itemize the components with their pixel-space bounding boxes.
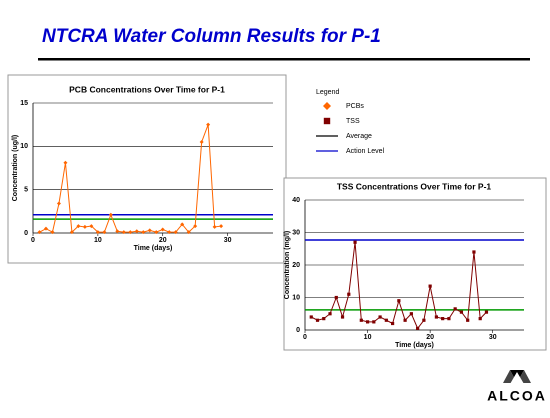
logo-text: ALCOA <box>487 388 547 404</box>
point <box>76 224 81 229</box>
y-tick-label: 10 <box>292 294 300 301</box>
x-tick-label: 10 <box>364 334 372 341</box>
point <box>347 292 351 296</box>
point <box>82 224 87 229</box>
point <box>141 230 146 235</box>
point <box>89 224 94 229</box>
point <box>453 307 457 311</box>
x-axis-label: Time (days) <box>134 245 173 252</box>
x-axis-label: Time (days) <box>395 342 434 349</box>
point <box>441 317 445 321</box>
chart-title: PCB Concentrations Over Time for P-1 <box>69 84 225 94</box>
y-tick-label: 10 <box>20 143 28 150</box>
point <box>340 315 345 319</box>
legend-label: Average <box>346 133 372 140</box>
point <box>128 230 133 235</box>
point <box>102 230 107 235</box>
point <box>154 230 159 235</box>
title-rule <box>38 58 530 61</box>
x-tick-label: 10 <box>94 237 102 244</box>
point <box>186 230 191 235</box>
point <box>484 310 489 314</box>
point <box>447 317 451 321</box>
point <box>372 320 376 324</box>
y-tick-label: 40 <box>292 197 300 204</box>
chart-frame <box>283 177 547 351</box>
point <box>328 312 332 316</box>
x-tick-label: 20 <box>426 334 434 341</box>
point <box>167 230 172 235</box>
x-tick-label: 30 <box>224 237 232 244</box>
point <box>428 284 432 288</box>
point <box>384 318 388 322</box>
y-tick-label: 5 <box>24 187 28 194</box>
point <box>359 318 363 322</box>
x-tick-label: 20 <box>159 237 167 244</box>
point <box>121 230 126 235</box>
point <box>478 317 482 321</box>
point <box>37 230 42 235</box>
point <box>472 250 476 254</box>
y-tick-label: 15 <box>20 100 28 107</box>
chart-title: TSS Concentrations Over Time for P-1 <box>337 181 492 191</box>
legend-label: Action Level <box>346 148 385 155</box>
point <box>322 317 326 321</box>
point <box>334 295 338 300</box>
x-tick-label: 0 <box>31 237 35 244</box>
point <box>353 240 357 244</box>
point <box>219 224 224 229</box>
legend-label: PCBs <box>346 103 364 110</box>
point <box>459 310 464 314</box>
point <box>466 318 470 322</box>
logo-icon <box>510 372 524 384</box>
legend-label: TSS <box>346 118 360 125</box>
y-axis-label: Concentration (mg/l) <box>284 231 291 299</box>
chart-frame <box>7 74 287 264</box>
point <box>173 230 178 235</box>
point <box>134 229 139 234</box>
point <box>365 320 370 324</box>
point <box>403 318 407 322</box>
point <box>315 318 320 322</box>
slide-title: NTCRA Water Column Results for P-1 <box>42 26 381 47</box>
point <box>199 140 204 144</box>
point <box>416 326 420 330</box>
point <box>180 222 185 227</box>
point <box>56 201 61 206</box>
legend-swatch <box>323 117 331 125</box>
point <box>147 228 152 233</box>
point <box>95 230 100 235</box>
point <box>409 312 413 316</box>
point <box>69 230 74 235</box>
point <box>63 160 68 165</box>
point <box>434 315 438 319</box>
legend-swatch <box>323 102 331 110</box>
logo: ALCOA <box>487 370 547 404</box>
x-tick-label: 0 <box>303 334 307 341</box>
x-tick-label: 30 <box>489 334 497 341</box>
point <box>193 224 198 229</box>
point <box>115 229 120 234</box>
point <box>160 227 165 232</box>
point <box>212 224 217 229</box>
y-tick-label: 0 <box>24 230 28 237</box>
point <box>50 230 55 235</box>
y-tick-label: 20 <box>292 262 300 269</box>
legend-title: Legend <box>316 89 339 96</box>
point <box>108 212 113 217</box>
point <box>397 299 401 303</box>
y-tick-label: 30 <box>292 229 300 236</box>
point <box>378 315 382 319</box>
y-tick-label: 0 <box>296 327 300 334</box>
y-axis-label: Concentration (ug/l) <box>12 135 19 202</box>
point <box>391 321 395 326</box>
point <box>309 315 313 319</box>
point <box>422 318 426 322</box>
point <box>43 226 48 231</box>
point <box>206 122 211 127</box>
